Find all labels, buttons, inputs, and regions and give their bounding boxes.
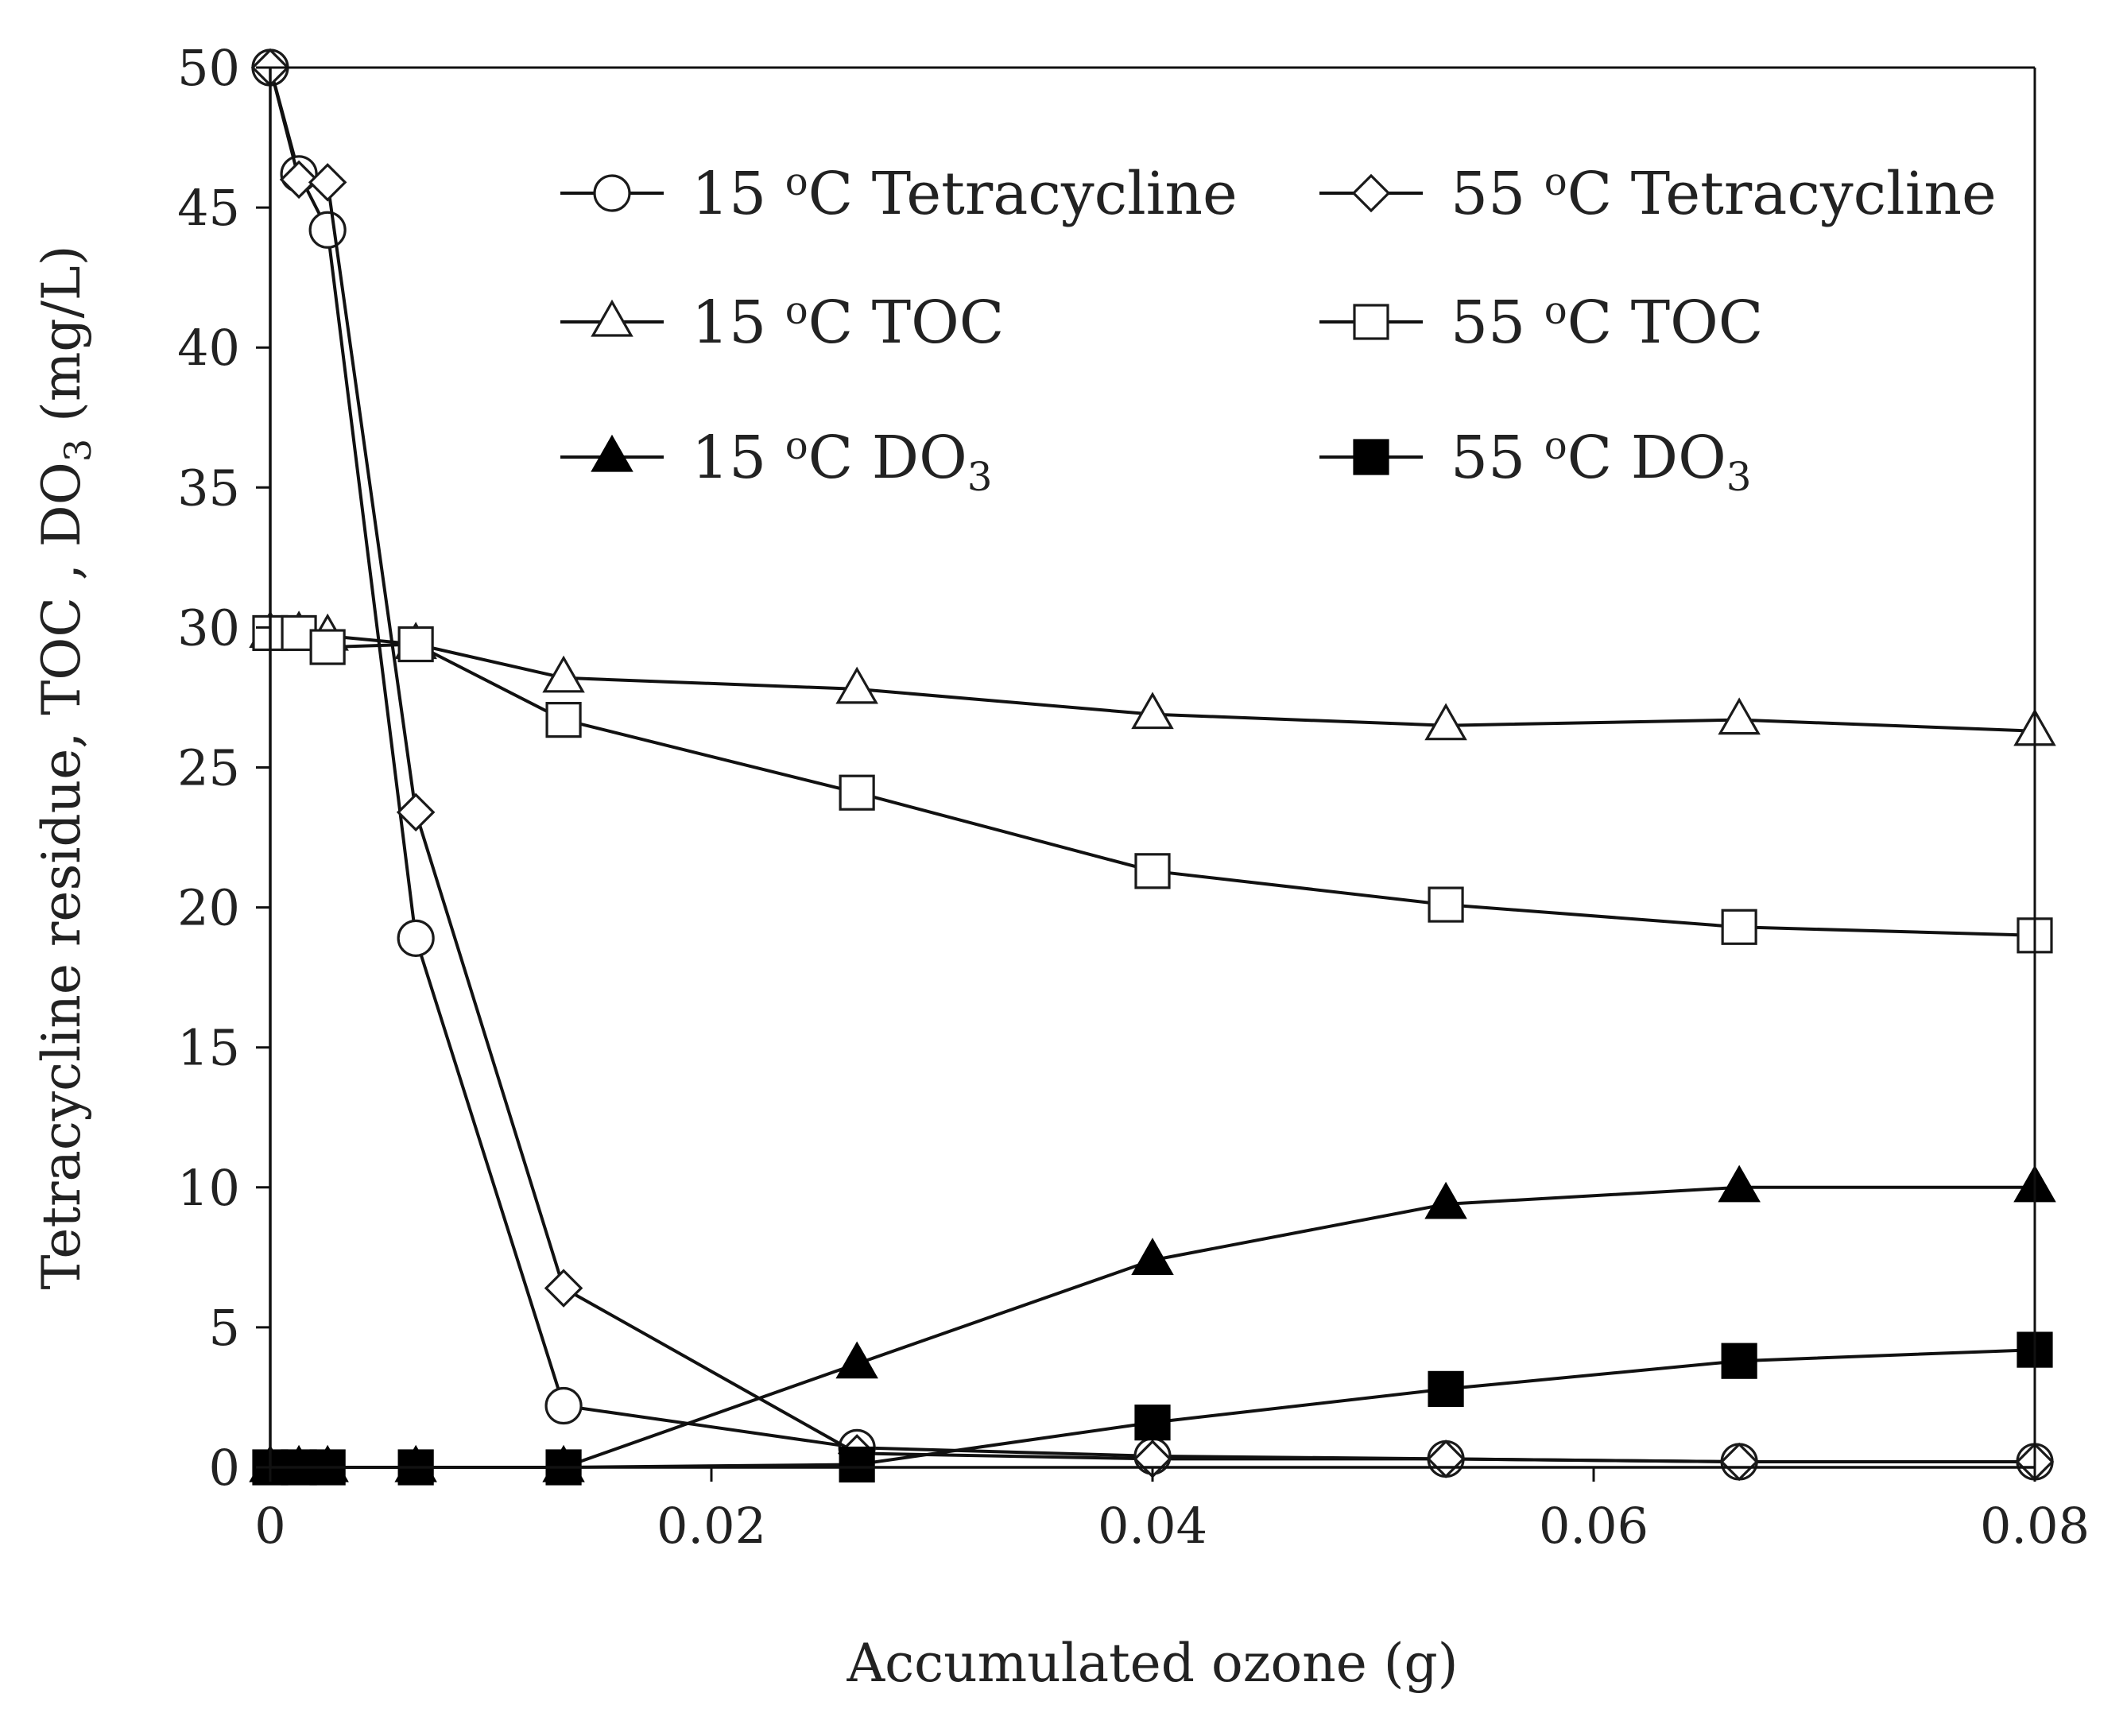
x-tick-label: 0.04 [1098, 1497, 1207, 1555]
legend-marker-4 [591, 434, 633, 472]
y-tick-label: 10 [177, 1159, 240, 1217]
legend-label-1: 55 oC Tetracycline [1451, 160, 1997, 228]
legend-marker-3 [1353, 304, 1389, 340]
data-point-0-2 [308, 211, 347, 249]
data-point-4-7 [1424, 1181, 1467, 1219]
legend-label-text: C DO [808, 424, 967, 492]
y-axis-title-unit: (mg/L) [31, 246, 92, 439]
legend-item-4: 15 oC DO3 [560, 424, 993, 500]
data-point-1-1 [279, 160, 319, 200]
data-point-1-3 [396, 792, 436, 832]
legend-label-number: 15 [692, 289, 785, 357]
data-point-2-5 [835, 666, 878, 704]
legend-label-2: 15 oC TOC [692, 289, 1004, 357]
x-tick-label: 0.06 [1539, 1497, 1649, 1555]
legend-item-5: 55 oC DO3 [1319, 424, 1752, 500]
legend-label-text: C Tetracycline [1567, 160, 1997, 228]
series-1 [250, 48, 2055, 1482]
data-point-1-4 [544, 1269, 583, 1308]
data-point-3-8 [1721, 909, 1757, 945]
legend-label-subscript: 3 [1726, 454, 1752, 500]
legend-item-0: 15 oC Tetracycline [560, 160, 1238, 228]
data-point-3-5 [839, 774, 875, 811]
y-tick-label: 35 [177, 459, 240, 517]
data-point-3-7 [1428, 886, 1464, 923]
legend-label-text: C Tetracycline [808, 160, 1238, 228]
axes: 0 5 10 15 20 25 30 35 40 45 50 0 0.02 0.04 0.06 0.08 Acc… [31, 39, 2090, 1694]
legend-label-5: 55 oC DO3 [1451, 424, 1752, 500]
legend-marker-5 [1353, 439, 1389, 475]
y-tick-label: 50 [177, 39, 240, 97]
y-axis-title-subscript: 3 [56, 439, 99, 462]
legend-marker-0 [593, 174, 631, 212]
data-point-5-8 [1721, 1343, 1757, 1379]
legend-label-degree: o [785, 424, 808, 468]
legend-label-subscript: 3 [967, 454, 993, 500]
data-point-4-8 [1718, 1164, 1761, 1203]
data-point-1-2 [308, 163, 347, 202]
legend-label-degree: o [785, 160, 808, 204]
data-point-0-3 [397, 919, 435, 957]
data-point-5-6 [1134, 1405, 1171, 1441]
data-point-3-4 [545, 702, 582, 738]
data-point-3-3 [397, 626, 434, 663]
y-tick-label: 30 [177, 599, 240, 657]
data-point-2-8 [1718, 697, 1761, 735]
y-tick-label: 20 [177, 879, 240, 937]
legend-label-3: 55 oC TOC [1451, 289, 1763, 357]
legend-label-text: C DO [1567, 424, 1726, 492]
data-point-3-2 [309, 629, 346, 665]
legend-label-degree: o [1544, 289, 1567, 333]
x-axis-title: Accumulated ozone (g) [847, 1633, 1459, 1694]
legend-marker-1 [1351, 173, 1391, 213]
legend-label-degree: o [1544, 424, 1567, 468]
legend-label-text: C TOC [808, 289, 1005, 357]
x-tick-label: 0.08 [1980, 1497, 2090, 1555]
legend-label-number: 15 [692, 424, 785, 492]
y-tick-label: 0 [209, 1439, 240, 1497]
data-point-5-5 [839, 1446, 875, 1483]
data-point-1-8 [1719, 1442, 1759, 1482]
legend-label-0: 15 oC Tetracycline [692, 160, 1238, 228]
legend-marker-2 [591, 299, 633, 337]
legend-item-1: 55 oC Tetracycline [1319, 160, 1997, 228]
legend-label-number: 55 [1451, 160, 1544, 228]
y-tick-label: 5 [209, 1299, 240, 1357]
x-tick-label: 0.02 [657, 1497, 766, 1555]
data-point-2-6 [1131, 692, 1174, 730]
x-tick-label: 0 [254, 1497, 285, 1555]
data-point-2-4 [542, 655, 585, 693]
y-axis-title-main: Tetracycline residue, TOC , DO [31, 462, 92, 1289]
legend-item-2: 15 oC TOC [560, 289, 1004, 357]
legend-item-3: 55 oC TOC [1319, 289, 1763, 357]
legend-label-4: 15 oC DO3 [692, 424, 993, 500]
data-point-3-6 [1134, 853, 1171, 889]
legend-label-number: 15 [692, 160, 785, 228]
legend-label-degree: o [1544, 160, 1567, 204]
data-point-4-6 [1131, 1238, 1174, 1275]
legend-label-text: C TOC [1567, 289, 1764, 357]
data-point-2-7 [1424, 703, 1467, 741]
y-axis-title: Tetracycline residue, TOC , DO3 (mg/L) [31, 246, 99, 1290]
legend-label-degree: o [785, 289, 808, 333]
y-tick-label: 25 [177, 739, 240, 797]
data-point-5-7 [1428, 1370, 1464, 1407]
y-tick-label: 45 [177, 179, 240, 237]
legend-label-number: 55 [1451, 424, 1544, 492]
y-tick-label: 40 [177, 319, 240, 377]
data-point-0-4 [544, 1386, 583, 1425]
data-point-4-5 [835, 1341, 878, 1379]
y-tick-label: 15 [177, 1019, 240, 1077]
legend-label-number: 55 [1451, 289, 1544, 357]
